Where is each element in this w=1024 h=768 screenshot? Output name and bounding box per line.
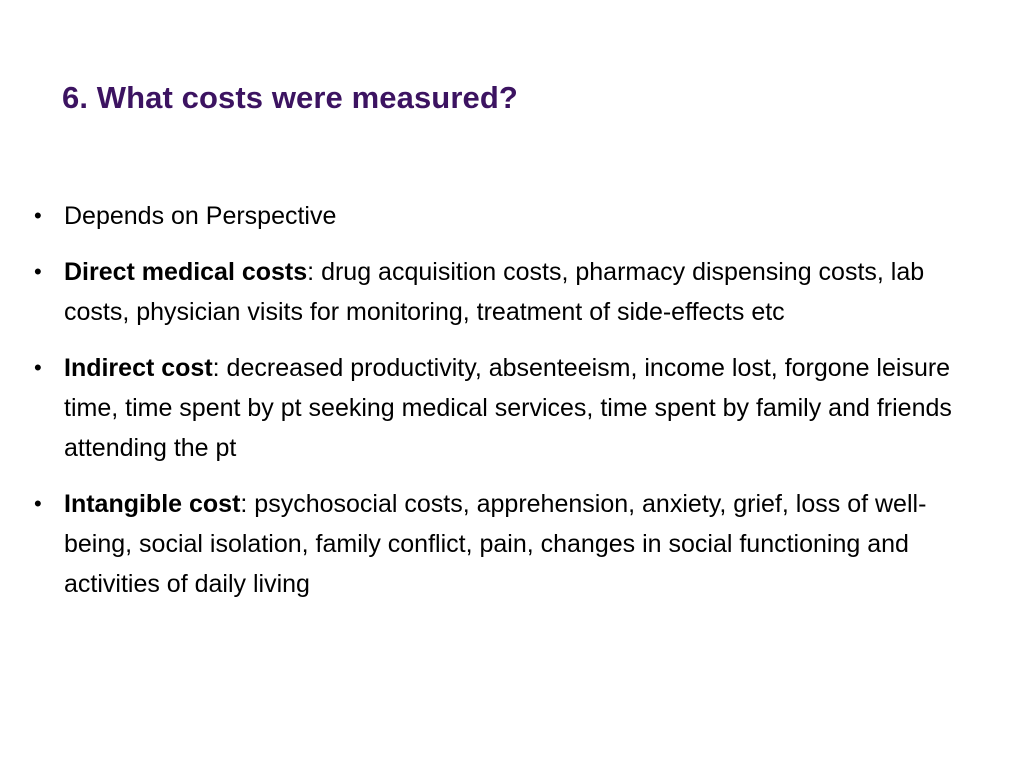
bullet-text: drug acquisition costs, pharmacy dispens…	[64, 258, 925, 326]
slide-title: 6. What costs were measured?	[62, 80, 518, 115]
bullet-separator: :	[212, 354, 220, 382]
bullet-text: Depends on Perspective	[64, 202, 337, 230]
bullet-separator: :	[240, 490, 248, 518]
bullet-item-intangible-cost: • Intangible cost: psychosocial costs, ap…	[34, 484, 984, 604]
bullet-list: • Depends on Perspective • Direct medical …	[34, 196, 984, 620]
bullet-icon: •	[34, 491, 42, 516]
bullet-separator: :	[307, 258, 315, 286]
bullet-term: Intangible cost	[64, 490, 241, 518]
bullet-icon: •	[34, 355, 42, 380]
bullet-item-indirect-cost: • Indirect cost: decreased productivity, …	[34, 348, 984, 468]
bullet-item-perspective: • Depends on Perspective	[34, 196, 984, 236]
bullet-term: Indirect cost	[64, 354, 213, 382]
bullet-icon: •	[34, 259, 42, 284]
bullet-term: Direct medical costs	[64, 258, 308, 286]
bullet-item-direct-medical-costs: • Direct medical costs: drug acquisition …	[34, 252, 984, 332]
bullet-text: decreased productivity, absenteeism, inc…	[64, 354, 952, 462]
bullet-text: psychosocial costs, apprehension, anxiet…	[64, 490, 927, 598]
bullet-icon: •	[34, 203, 42, 228]
